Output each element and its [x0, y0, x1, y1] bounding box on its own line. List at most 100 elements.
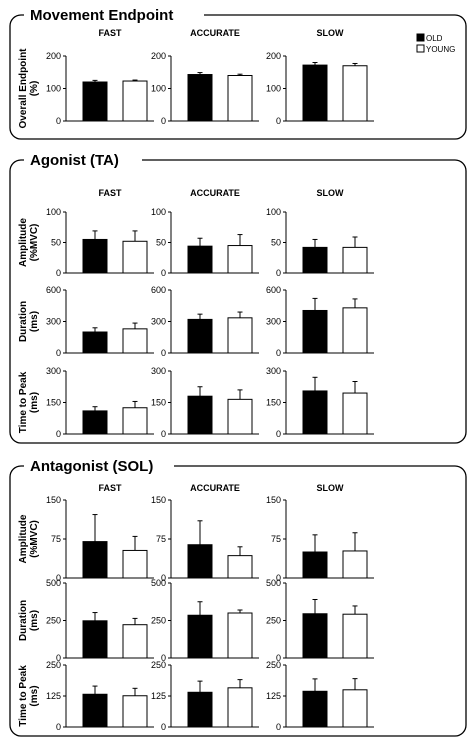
y-tick-label: 50 — [156, 238, 166, 248]
bar-old — [187, 74, 213, 122]
y-tick-label: 150 — [266, 398, 281, 408]
condition-header-fast: FAST — [98, 483, 122, 493]
bar-old — [302, 246, 328, 274]
condition-header-slow: SLOW — [317, 188, 345, 198]
y-tick-label: 200 — [151, 51, 166, 61]
bar-old — [82, 620, 108, 659]
bar-old — [82, 331, 108, 354]
bar-young — [227, 555, 253, 579]
bar-young — [227, 245, 253, 274]
bar-old — [302, 64, 328, 122]
bar-young — [122, 80, 148, 122]
panel-title: Antagonist (SOL) — [30, 458, 153, 475]
y-tick-label: 300 — [46, 366, 61, 376]
y-tick-label: 250 — [266, 616, 281, 626]
y-axis-label-line: (ms) — [29, 685, 40, 706]
y-tick-label: 0 — [276, 653, 281, 663]
y-axis-label-line: (%) — [29, 81, 40, 97]
y-axis-label: Duration(ms) — [18, 600, 40, 641]
y-tick-label: 150 — [151, 398, 166, 408]
bar-young — [122, 695, 148, 728]
bar-young — [342, 550, 368, 579]
y-tick-label: 500 — [151, 578, 166, 588]
y-axis-label-line: Overall Endpoint — [18, 48, 29, 129]
y-tick-label: 125 — [266, 691, 281, 701]
y-tick-label: 100 — [151, 84, 166, 94]
y-tick-label: 250 — [46, 660, 61, 670]
y-tick-label: 0 — [276, 268, 281, 278]
panel-title-mask — [24, 151, 142, 169]
y-tick-label: 0 — [56, 348, 61, 358]
y-axis-label: Overall Endpoint(%) — [18, 48, 40, 129]
legend-label-old: OLD — [426, 34, 443, 43]
y-axis-label-line: (ms) — [29, 392, 40, 413]
bar-old — [187, 318, 213, 354]
y-tick-label: 200 — [266, 51, 281, 61]
bar-old — [302, 551, 328, 579]
y-tick-label: 250 — [151, 660, 166, 670]
bar-old — [82, 693, 108, 728]
y-tick-label: 50 — [51, 238, 61, 248]
y-tick-label: 600 — [151, 285, 166, 295]
y-tick-label: 250 — [151, 616, 166, 626]
y-tick-label: 0 — [56, 722, 61, 732]
panel-1: Movement Endpoint FAST ACCURATE SLOW Overall… — [9, 6, 467, 140]
y-tick-label: 0 — [161, 573, 166, 583]
y-tick-label: 125 — [151, 691, 166, 701]
bar-old — [302, 690, 328, 728]
y-tick-label: 300 — [46, 317, 61, 327]
y-axis-label: Duration(ms) — [18, 301, 40, 342]
y-tick-label: 100 — [266, 84, 281, 94]
bar-old — [187, 614, 213, 659]
bar-young — [342, 689, 368, 728]
bar-young — [342, 65, 368, 122]
bar-young — [227, 687, 253, 728]
bar-old — [82, 410, 108, 435]
bar-old — [302, 309, 328, 354]
condition-header-accurate: ACCURATE — [190, 28, 240, 38]
condition-header-slow: SLOW — [317, 28, 345, 38]
y-tick-label: 0 — [276, 429, 281, 439]
y-tick-label: 0 — [276, 573, 281, 583]
y-tick-label: 150 — [151, 495, 166, 505]
y-tick-label: 0 — [276, 348, 281, 358]
y-axis-label-line: Amplitude — [18, 218, 29, 267]
y-tick-label: 0 — [56, 429, 61, 439]
y-axis-label-line: Duration — [18, 600, 29, 641]
y-tick-label: 600 — [46, 285, 61, 295]
y-tick-label: 250 — [266, 660, 281, 670]
y-tick-label: 0 — [276, 722, 281, 732]
y-axis-label-line: Duration — [18, 301, 29, 342]
y-tick-label: 0 — [56, 268, 61, 278]
legend-label-young: YOUNG — [426, 45, 455, 54]
bar-young — [227, 75, 253, 122]
bar-old — [187, 691, 213, 728]
y-tick-label: 100 — [266, 207, 281, 217]
y-tick-label: 75 — [271, 534, 281, 544]
panel-title-mask — [24, 6, 204, 24]
y-axis-label-line: Time to Peak — [18, 371, 29, 433]
panel-frame — [9, 14, 467, 140]
bar-young — [227, 612, 253, 659]
bar-young — [342, 307, 368, 354]
y-axis-label: Amplitude(%MVC) — [18, 514, 40, 563]
panel-2: Agonist (TA) FAST ACCURATE SLOW Amplitude(%M… — [9, 151, 467, 444]
y-tick-label: 500 — [266, 578, 281, 588]
y-tick-label: 50 — [271, 238, 281, 248]
y-tick-label: 500 — [46, 578, 61, 588]
y-axis-label-line: (ms) — [29, 610, 40, 631]
y-tick-label: 150 — [266, 495, 281, 505]
y-tick-label: 100 — [46, 84, 61, 94]
y-axis-label-line: Amplitude — [18, 514, 29, 563]
bar-young — [122, 407, 148, 435]
y-axis-label-line: (%MVC) — [29, 520, 40, 558]
y-tick-label: 0 — [161, 268, 166, 278]
bar-young — [227, 398, 253, 435]
bar-young — [122, 240, 148, 274]
y-tick-label: 200 — [46, 51, 61, 61]
y-tick-label: 0 — [56, 653, 61, 663]
panel-3: Antagonist (SOL) FAST ACCURATE SLOW Amplitud… — [9, 457, 467, 737]
bar-young — [122, 328, 148, 354]
y-tick-label: 125 — [46, 691, 61, 701]
bar-old — [82, 541, 108, 579]
